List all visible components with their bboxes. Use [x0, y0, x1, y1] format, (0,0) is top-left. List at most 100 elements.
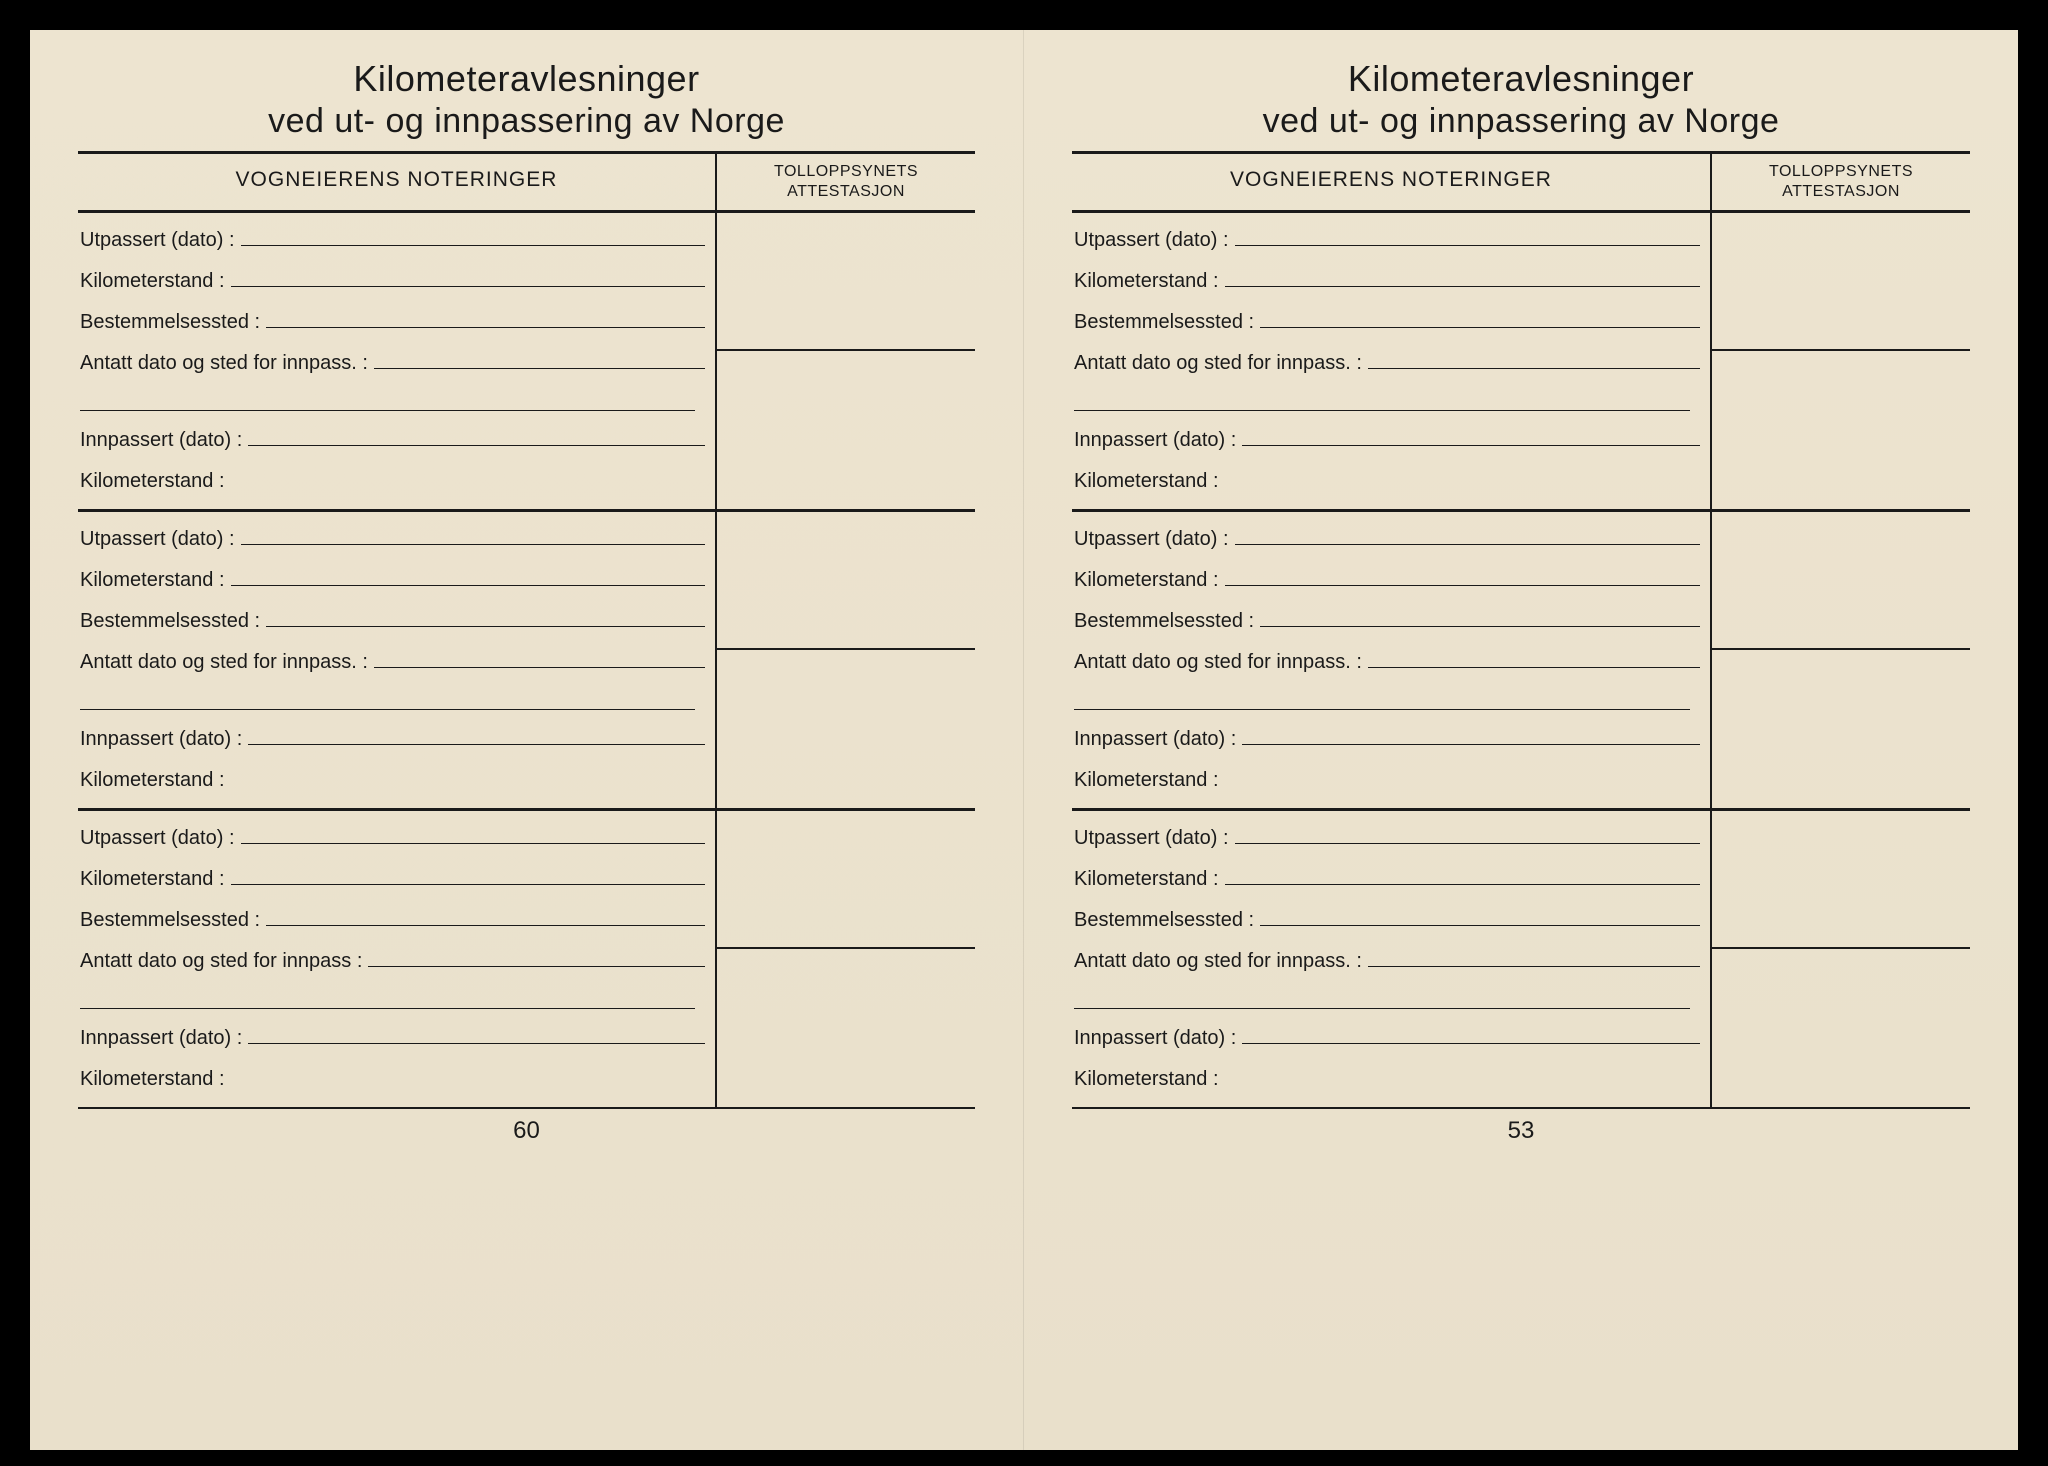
label-bestemmelsessted: Bestemmelsessted : [1074, 311, 1254, 334]
table-header-row: VOGNEIERENS NOTERINGER TOLLOPPSYNETS ATT… [78, 154, 975, 213]
fill-line [1260, 327, 1700, 328]
fill-line [1235, 245, 1700, 246]
fill-line [266, 925, 705, 926]
col-header-left: VOGNEIERENS NOTERINGER [78, 154, 715, 210]
entry-left: Utpassert (dato) : Kilometerstand : Best… [78, 512, 715, 808]
page-title-line2: ved ut- og innpassering av Norge [1072, 102, 1970, 141]
fill-line [1260, 925, 1700, 926]
label-kilometerstand2: Kilometerstand : [1074, 769, 1219, 792]
col-header-right-l1: TOLLOPPSYNETS [774, 163, 918, 180]
fill-line [266, 626, 705, 627]
label-utpassert: Utpassert (dato) : [1074, 229, 1229, 252]
label-kilometerstand2: Kilometerstand : [1074, 470, 1219, 493]
label-utpassert: Utpassert (dato) : [1074, 827, 1229, 850]
continuation-line [1074, 393, 1690, 411]
entry-block: Utpassert (dato) : Kilometerstand : Best… [78, 811, 975, 1109]
col-header-right-l2: ATTESTASJON [787, 183, 905, 200]
col-header-right: TOLLOPPSYNETS ATTESTASJON [715, 154, 975, 210]
entry-left: Utpassert (dato) : Kilometerstand : Best… [78, 213, 715, 509]
page-title-line1: Kilometeravlesninger [1072, 58, 1970, 100]
table-header-row: VOGNEIERENS NOTERINGER TOLLOPPSYNETS ATT… [1072, 154, 1970, 213]
label-utpassert: Utpassert (dato) : [1074, 528, 1229, 551]
label-kilometerstand2: Kilometerstand : [80, 769, 225, 792]
page-title-line1: Kilometeravlesninger [78, 58, 975, 100]
entry-right [715, 512, 975, 808]
label-bestemmelsessted: Bestemmelsessted : [1074, 610, 1254, 633]
page-title-line2: ved ut- og innpassering av Norge [78, 102, 975, 141]
fill-line [1368, 966, 1700, 967]
continuation-line [80, 692, 695, 710]
fill-line [241, 544, 705, 545]
label-bestemmelsessted: Bestemmelsessted : [1074, 909, 1254, 932]
entry-right [1710, 512, 1970, 808]
attestation-divider [1712, 947, 1970, 949]
entry-right [1710, 213, 1970, 509]
page-number: 53 [1072, 1117, 1970, 1145]
entry-block: Utpassert (dato) : Kilometerstand : Best… [1072, 811, 1970, 1109]
label-innpassert: Innpassert (dato) : [80, 728, 242, 751]
entry-left: Utpassert (dato) : Kilometerstand : Best… [1072, 512, 1710, 808]
attestation-divider [1712, 648, 1970, 650]
fill-line [1368, 368, 1700, 369]
label-utpassert: Utpassert (dato) : [80, 528, 235, 551]
label-antatt-alt: Antatt dato og sted for innpass : [80, 950, 362, 973]
fill-line [374, 368, 705, 369]
continuation-line [1074, 991, 1690, 1009]
entry-block: Utpassert (dato) : Kilometerstand : Best… [1072, 213, 1970, 512]
label-kilometerstand: Kilometerstand : [80, 569, 225, 592]
page-number: 60 [78, 1117, 975, 1145]
attestation-divider [717, 947, 975, 949]
attestation-divider [717, 349, 975, 351]
label-bestemmelsessted: Bestemmelsessted : [80, 610, 260, 633]
entry-right [715, 213, 975, 509]
label-innpassert: Innpassert (dato) : [80, 429, 242, 452]
label-bestemmelsessted: Bestemmelsessted : [80, 311, 260, 334]
label-kilometerstand: Kilometerstand : [1074, 569, 1219, 592]
fill-line [1368, 667, 1700, 668]
document-spread: Kilometeravlesninger ved ut- og innpasse… [30, 30, 2018, 1450]
attestation-divider [1712, 349, 1970, 351]
fill-line [1242, 445, 1700, 446]
fill-line [231, 585, 705, 586]
fill-line [1242, 1043, 1700, 1044]
fill-line [368, 966, 705, 967]
col-header-left: VOGNEIERENS NOTERINGER [1072, 154, 1710, 210]
label-innpassert: Innpassert (dato) : [80, 1027, 242, 1050]
continuation-line [80, 393, 695, 411]
fill-line [1235, 544, 1700, 545]
entry-block: Utpassert (dato) : Kilometerstand : Best… [1072, 512, 1970, 811]
fill-line [241, 843, 705, 844]
continuation-line [1074, 692, 1690, 710]
fill-line [1242, 744, 1700, 745]
fill-line [266, 327, 705, 328]
label-innpassert: Innpassert (dato) : [1074, 429, 1236, 452]
fill-line [1225, 884, 1700, 885]
entry-left: Utpassert (dato) : Kilometerstand : Best… [78, 811, 715, 1107]
fill-line [1225, 286, 1700, 287]
form-table: VOGNEIERENS NOTERINGER TOLLOPPSYNETS ATT… [78, 151, 975, 1109]
label-innpassert: Innpassert (dato) : [1074, 728, 1236, 751]
continuation-line [80, 991, 695, 1009]
entry-left: Utpassert (dato) : Kilometerstand : Best… [1072, 811, 1710, 1107]
fill-line [1225, 585, 1700, 586]
label-kilometerstand: Kilometerstand : [80, 868, 225, 891]
label-utpassert: Utpassert (dato) : [80, 229, 235, 252]
label-innpassert: Innpassert (dato) : [1074, 1027, 1236, 1050]
entry-block: Utpassert (dato) : Kilometerstand : Best… [78, 213, 975, 512]
attestation-divider [717, 648, 975, 650]
label-kilometerstand2: Kilometerstand : [80, 1068, 225, 1091]
label-kilometerstand: Kilometerstand : [80, 270, 225, 293]
col-header-right: TOLLOPPSYNETS ATTESTASJON [1710, 154, 1970, 210]
fill-line [1235, 843, 1700, 844]
entry-right [715, 811, 975, 1107]
fill-line [241, 245, 705, 246]
fill-line [248, 744, 705, 745]
label-bestemmelsessted: Bestemmelsessted : [80, 909, 260, 932]
form-table: VOGNEIERENS NOTERINGER TOLLOPPSYNETS ATT… [1072, 151, 1970, 1109]
label-antatt: Antatt dato og sted for innpass. : [1074, 950, 1362, 973]
fill-line [231, 286, 705, 287]
page-right: Kilometeravlesninger ved ut- og innpasse… [1024, 30, 2018, 1450]
fill-line [248, 1043, 705, 1044]
label-kilometerstand: Kilometerstand : [1074, 868, 1219, 891]
label-kilometerstand2: Kilometerstand : [80, 470, 225, 493]
